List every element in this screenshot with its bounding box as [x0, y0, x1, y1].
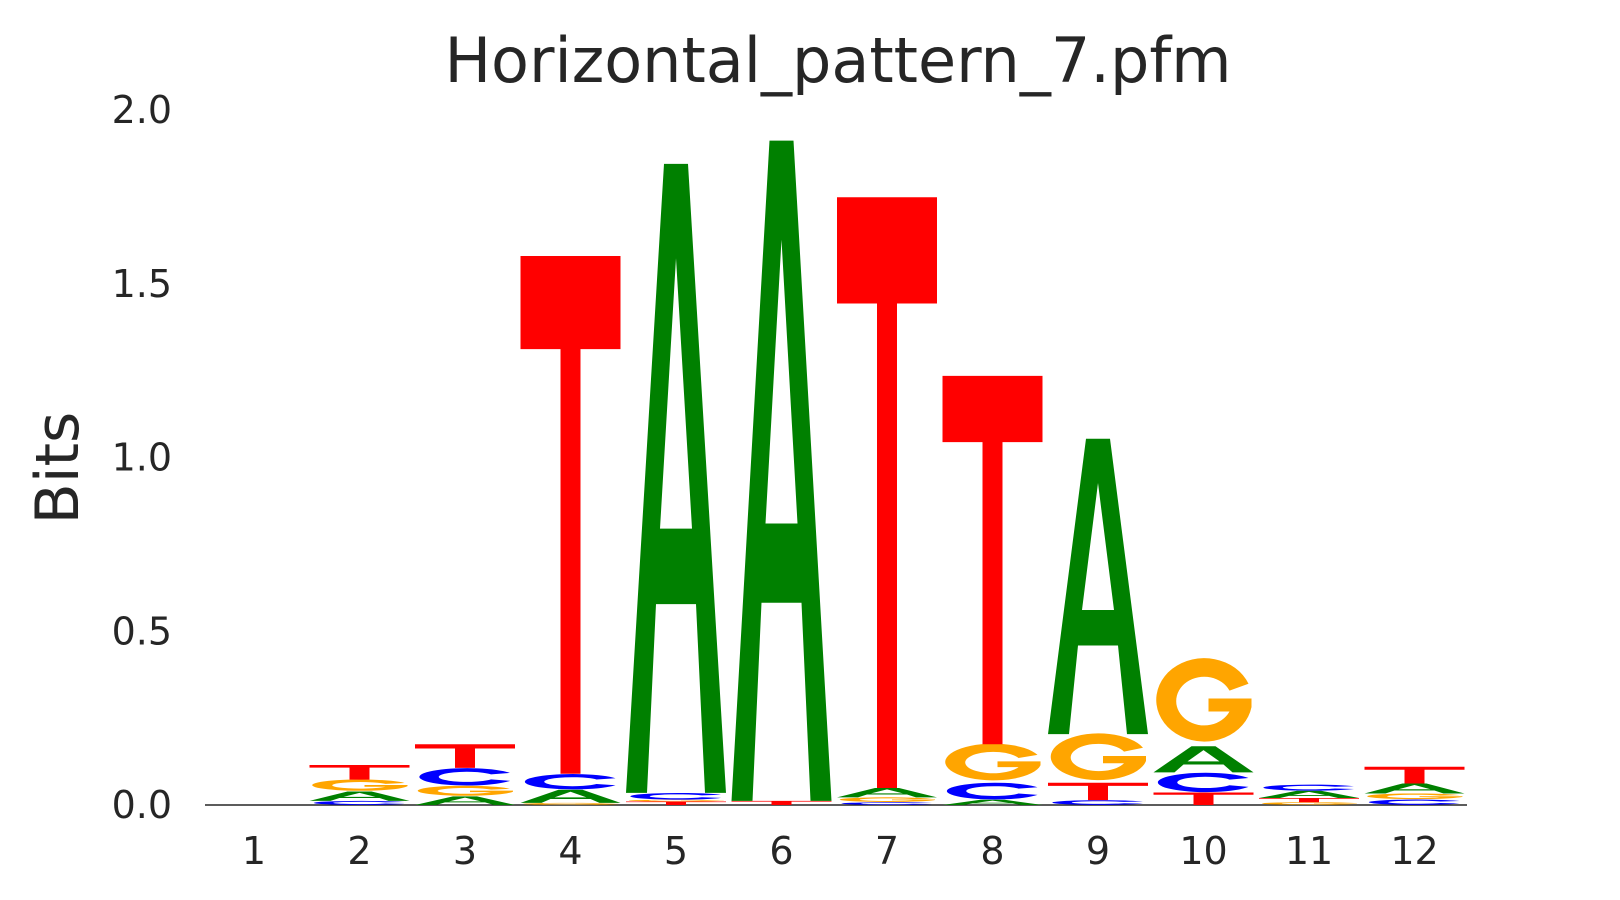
y-tick-label: 1.0 [112, 436, 172, 480]
logo-letter-g [1261, 802, 1357, 805]
logo-letter-t [415, 744, 515, 768]
x-tick-label: 9 [1086, 829, 1110, 873]
x-tick-label: 7 [875, 829, 899, 873]
x-tick-label: 11 [1285, 829, 1333, 873]
logo-letter-t [1364, 766, 1465, 784]
logo-letter-t [309, 765, 410, 780]
logo-letter-g [628, 799, 724, 802]
logo-letter-c [1157, 772, 1249, 793]
logo-letter-a [1259, 790, 1359, 799]
logo-letter-t [1259, 798, 1359, 803]
logo-letter-c [946, 782, 1038, 800]
logo-letter-c [1263, 784, 1354, 791]
logo-letter-a [520, 789, 621, 803]
logo-letter-g [945, 743, 1041, 781]
x-tick-label: 8 [980, 829, 1004, 873]
logo-letter-a [415, 796, 515, 805]
y-tick-label: 2.0 [112, 88, 172, 132]
logo-letter-g [312, 779, 408, 791]
logo-letter-c [630, 792, 721, 800]
x-tick-label: 2 [347, 829, 371, 873]
logo-letter-c [1052, 800, 1143, 805]
logo-letter-c [1368, 799, 1460, 805]
x-tick-label: 5 [664, 829, 688, 873]
logo-letter-t [1048, 782, 1148, 801]
y-tick-label: 0.0 [112, 783, 172, 827]
chart-title: Horizontal_pattern_7.pfm [444, 24, 1231, 97]
logo-letter-t [520, 255, 621, 774]
y-tick-label: 1.5 [112, 262, 172, 306]
y-axis-label: Bits [23, 412, 93, 525]
letter-stacks [309, 140, 1465, 805]
x-tick-label: 6 [769, 829, 793, 873]
x-tick-label: 4 [558, 829, 582, 873]
logo-letter-c [524, 774, 616, 790]
x-tick-label: 12 [1390, 829, 1438, 873]
logo-letter-c [313, 800, 405, 805]
y-tick-label: 0.5 [112, 609, 172, 653]
logo-letter-a [1364, 783, 1465, 794]
logo-letter-t [837, 197, 937, 788]
logo-letter-a [942, 799, 1043, 805]
logo-letter-a [1048, 438, 1148, 735]
logo-letter-g [1367, 793, 1463, 800]
logo-letter-a [731, 140, 832, 801]
logo-letter-g [1156, 658, 1252, 742]
logo-letter-g [417, 785, 513, 796]
logo-letter-a [309, 791, 410, 801]
logo-letter-t [1153, 792, 1254, 805]
logo-letter-t [731, 800, 832, 805]
y-tick-labels: 0.0 0.5 1.0 1.5 2.0 [112, 88, 172, 827]
x-tick-label: 3 [453, 829, 477, 873]
logo-letter-t [626, 801, 726, 805]
logo-letter-c [419, 768, 510, 786]
x-tick-label: 10 [1179, 829, 1227, 873]
logo-letter-a [626, 163, 726, 793]
logo-letter-t [942, 375, 1043, 745]
logo-letter-a [1153, 746, 1254, 773]
logo-letter-g [523, 802, 619, 805]
logo-letter-g [1050, 733, 1146, 781]
logo-letter-g [839, 797, 935, 802]
logo-letter-a [837, 787, 937, 798]
logo-letter-c [841, 802, 932, 805]
x-tick-label: 1 [242, 829, 266, 873]
x-tick-labels: 1 2 3 4 5 6 7 8 9 10 11 12 [242, 829, 1439, 873]
